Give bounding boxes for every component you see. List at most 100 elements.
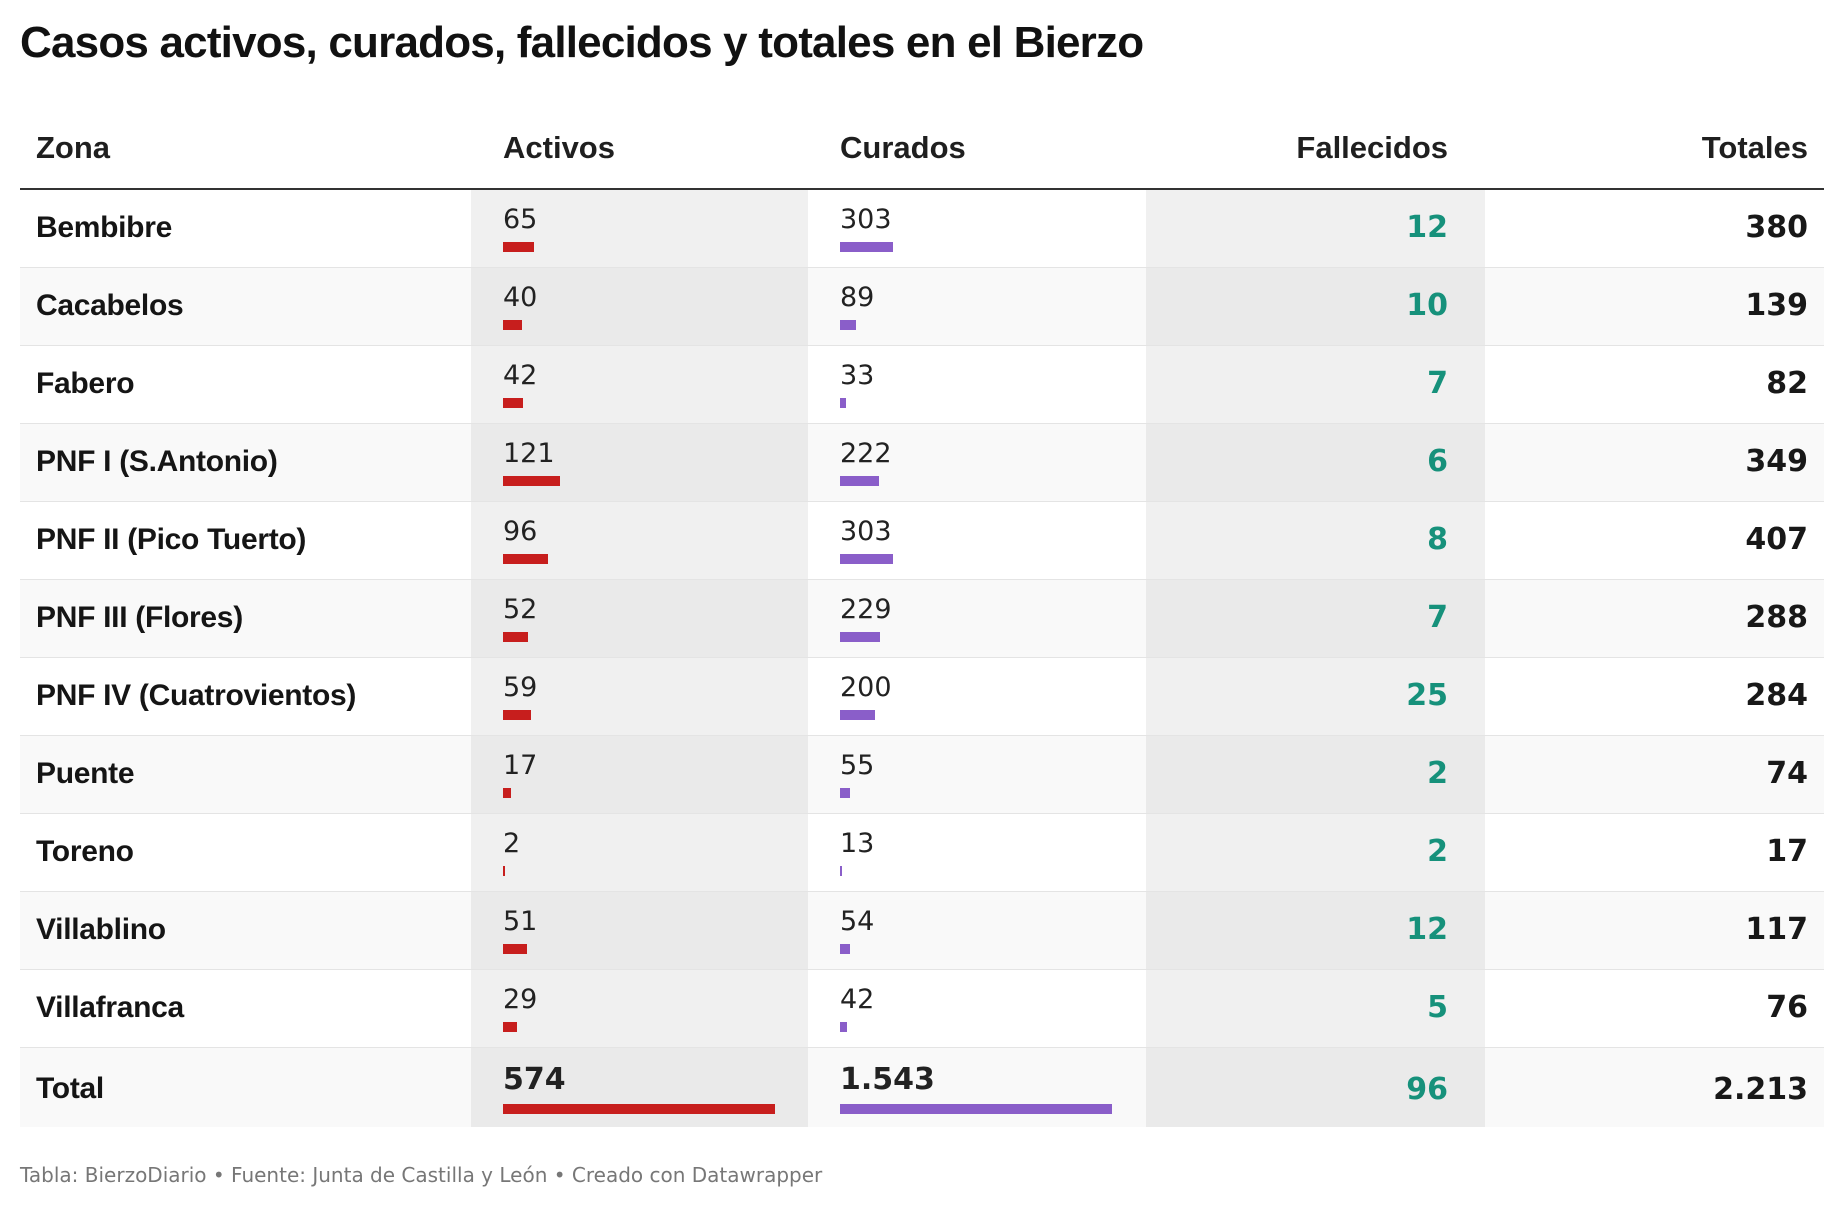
zona-label: Bembibre (36, 211, 172, 244)
activos-value: 42 (503, 360, 538, 391)
activos-cell: 17 (503, 736, 793, 813)
curados-cell: 303 (840, 190, 1130, 267)
activos-bar (503, 788, 512, 798)
curados-bar (840, 1022, 848, 1032)
zona-label: PNF IV (Cuatrovientos) (36, 679, 357, 712)
totales-value: 17 (1766, 834, 1808, 869)
curados-cell: 229 (840, 580, 1130, 657)
activos-value: 121 (503, 438, 555, 469)
zona-label: Fabero (36, 367, 135, 400)
totales-value: 74 (1766, 756, 1808, 791)
fallecidos-value: 12 (1406, 912, 1448, 947)
curados-value: 222 (840, 438, 892, 469)
totales-value: 407 (1745, 522, 1808, 557)
activos-bar (503, 476, 561, 486)
activos-bar (503, 554, 549, 564)
fallecidos-value: 10 (1406, 288, 1448, 323)
header-fallecidos[interactable]: Fallecidos (1296, 130, 1448, 165)
curados-bar (840, 242, 894, 252)
activos-bar (503, 320, 522, 330)
fallecidos-value: 2 (1427, 756, 1448, 791)
activos-cell: 65 (503, 190, 793, 267)
table-row: Puente 17 55 2 74 (20, 736, 1824, 814)
fallecidos-value: 25 (1406, 678, 1448, 713)
zona-label: Toreno (36, 835, 134, 868)
activos-value: 574 (503, 1062, 566, 1097)
totales-value: 284 (1745, 678, 1808, 713)
table-body: Bembibre 65 303 12 380 Cacabelos 40 89 10 139 Fabe… (20, 190, 1824, 1127)
fallecidos-value: 6 (1427, 444, 1448, 479)
curados-bar (840, 398, 846, 408)
curados-value: 89 (840, 282, 875, 313)
table-row: PNF III (Flores) 52 229 7 288 (20, 580, 1824, 658)
curados-cell: 303 (840, 502, 1130, 579)
curados-value: 1.543 (840, 1062, 935, 1097)
table-row: Bembibre 65 303 12 380 (20, 190, 1824, 268)
curados-cell: 200 (840, 658, 1130, 735)
curados-bar (840, 476, 880, 486)
activos-cell: 40 (503, 268, 793, 345)
activos-value: 52 (503, 594, 538, 625)
curados-bar (840, 866, 843, 876)
totales-value: 82 (1766, 366, 1808, 401)
header-totales[interactable]: Totales (1701, 130, 1808, 165)
curados-value: 13 (840, 828, 875, 859)
activos-cell: 52 (503, 580, 793, 657)
fallecidos-value: 7 (1427, 600, 1448, 635)
totales-value: 2.213 (1713, 1072, 1808, 1107)
zona-label: Cacabelos (36, 289, 184, 322)
header-curados[interactable]: Curados (840, 130, 966, 165)
activos-cell: 59 (503, 658, 793, 735)
activos-cell: 42 (503, 346, 793, 423)
fallecidos-value: 2 (1427, 834, 1448, 869)
table-row: PNF I (S.Antonio) 121 222 6 349 (20, 424, 1824, 502)
totales-value: 117 (1745, 912, 1808, 947)
curados-value: 303 (840, 516, 892, 547)
zona-label: Villafranca (36, 991, 184, 1024)
curados-cell: 222 (840, 424, 1130, 501)
table-row: Toreno 2 13 2 17 (20, 814, 1824, 892)
curados-value: 229 (840, 594, 892, 625)
zona-label: PNF II (Pico Tuerto) (36, 523, 307, 556)
header-activos[interactable]: Activos (503, 130, 615, 165)
chart-title: Casos activos, curados, fallecidos y tot… (20, 18, 1144, 67)
curados-bar (840, 944, 850, 954)
activos-cell: 96 (503, 502, 793, 579)
fallecidos-column-background (1146, 190, 1485, 1127)
fallecidos-value: 96 (1406, 1072, 1448, 1107)
fallecidos-value: 12 (1406, 210, 1448, 245)
activos-value: 59 (503, 672, 538, 703)
curados-bar (840, 1104, 1112, 1114)
curados-cell: 54 (840, 892, 1130, 969)
curados-value: 200 (840, 672, 892, 703)
zona-label: Villablino (36, 913, 166, 946)
activos-bar (503, 710, 531, 720)
activos-value: 2 (503, 828, 521, 859)
header-zona[interactable]: Zona (36, 130, 111, 165)
activos-bar (503, 398, 523, 408)
fallecidos-value: 7 (1427, 366, 1448, 401)
activos-bar (503, 866, 505, 876)
curados-cell: 89 (840, 268, 1130, 345)
zona-label: Puente (36, 757, 135, 790)
table-header: Zona Activos Curados Fallecidos Totales (20, 116, 1824, 190)
zona-label: PNF I (S.Antonio) (36, 445, 278, 478)
activos-bar (503, 1104, 775, 1114)
curados-bar (840, 710, 876, 720)
fallecidos-value: 8 (1427, 522, 1448, 557)
table-row: PNF II (Pico Tuerto) 96 303 8 407 (20, 502, 1824, 580)
table-row: Fabero 42 33 7 82 (20, 346, 1824, 424)
curados-cell: 13 (840, 814, 1130, 891)
curados-cell: 33 (840, 346, 1130, 423)
table-row: PNF IV (Cuatrovientos) 59 200 25 284 (20, 658, 1824, 736)
curados-value: 33 (840, 360, 875, 391)
activos-value: 65 (503, 204, 538, 235)
activos-bar (503, 944, 528, 954)
curados-bar (840, 788, 850, 798)
zona-label: Total (36, 1072, 104, 1105)
totales-value: 349 (1745, 444, 1808, 479)
zona-label: PNF III (Flores) (36, 601, 243, 634)
curados-bar (840, 554, 894, 564)
totales-value: 380 (1745, 210, 1808, 245)
fallecidos-value: 5 (1427, 990, 1448, 1025)
